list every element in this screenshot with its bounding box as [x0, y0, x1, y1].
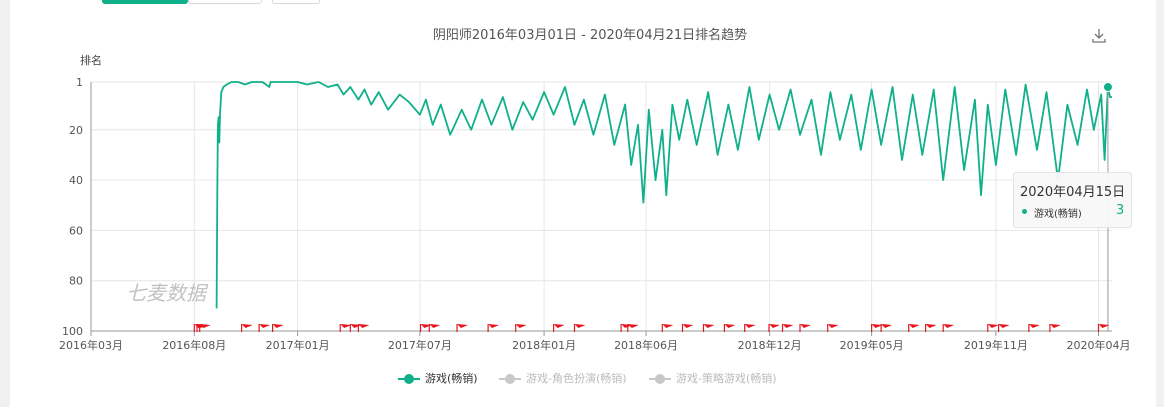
event-flag-icon: [1049, 324, 1061, 332]
event-flag-icon: [428, 324, 441, 332]
tab-button-active[interactable]: [102, 0, 188, 4]
event-flag-icon: [1097, 324, 1110, 332]
event-flag-icon: [357, 324, 370, 332]
event-flag-icon: [258, 324, 271, 332]
y-tick-label: 80: [69, 275, 83, 288]
event-flag-icon: [661, 324, 674, 332]
x-tick-label: 2018年12月: [738, 338, 802, 352]
watermark: 七麦数据: [126, 281, 209, 305]
y-tick-label: 60: [69, 224, 83, 237]
event-flag-icon: [880, 324, 893, 332]
event-flag-icon: [552, 324, 565, 332]
x-tick-label: 2016年03月: [59, 338, 123, 352]
legend-dot: [404, 374, 414, 384]
event-flag-icon: [681, 324, 694, 332]
event-flag-icon: [456, 324, 468, 332]
event-flag-icon: [702, 324, 715, 332]
event-flag-icon: [942, 324, 955, 332]
event-flag-icon: [997, 324, 1010, 332]
chart-title: 阴阳师2016年03月01日 - 2020年04月21日排名趋势: [432, 28, 748, 43]
y-axis-title: 排名: [80, 54, 102, 67]
event-flag-icon: [744, 324, 756, 332]
tooltip-series-dot: [1022, 209, 1027, 214]
tooltip-value: 3: [1116, 203, 1125, 218]
highlight-point: [1102, 82, 1113, 93]
download-icon[interactable]: [1091, 28, 1107, 48]
x-tick-label: 2019年11月: [964, 338, 1028, 352]
event-flag-icon: [272, 324, 284, 332]
event-flag-icon: [339, 324, 352, 332]
event-flag-icon: [827, 324, 839, 332]
event-flag-icon: [241, 324, 253, 332]
legend-dot: [505, 374, 515, 384]
legend-label: 游戏-角色扮演(畅销): [526, 372, 627, 385]
legend-label: 游戏-策略游戏(畅销): [676, 372, 777, 385]
x-tick-label: 2018年01月: [512, 338, 576, 352]
y-tick-label: 1: [76, 76, 83, 89]
tab-button[interactable]: [188, 0, 262, 4]
x-tick-label: 2016年08月: [162, 338, 226, 352]
event-flag-icon: [799, 324, 811, 332]
event-flag-icon: [908, 324, 920, 332]
event-flag-icon: [768, 324, 780, 332]
tooltip-series-name: 游戏(畅销): [1034, 209, 1082, 220]
event-flag-icon: [515, 324, 527, 332]
x-tick-label: 2019年05月: [840, 338, 904, 352]
y-tick-label: 20: [69, 124, 83, 137]
event-flag-icon: [924, 324, 937, 332]
chart-card: [10, 0, 1156, 407]
legend-dot: [655, 374, 665, 384]
x-tick-label: 2017年01月: [266, 338, 330, 352]
tooltip-date: 2020年04月15日: [1020, 185, 1126, 200]
event-flag-icon: [987, 324, 999, 332]
event-flag-icon: [1028, 324, 1040, 332]
event-flag-icon: [487, 324, 500, 332]
event-flag-icon: [723, 324, 736, 332]
event-flag-icon: [870, 324, 883, 332]
legend-label: 游戏(畅销): [425, 372, 478, 385]
tooltip: 2020年04月15日 游戏(畅销) 3: [1013, 172, 1132, 228]
x-tick-label: 2018年06月: [614, 338, 678, 352]
event-flag-icon: [199, 324, 211, 332]
event-flag-icon: [781, 324, 794, 332]
event-flag-icon: [573, 324, 586, 332]
series-line-0: [215, 81, 1112, 309]
x-tick-label: 2020年04月: [1066, 338, 1130, 352]
y-tick-label: 100: [62, 325, 83, 338]
x-tick-label: 2017年07月: [388, 338, 452, 352]
tab-button-small[interactable]: [272, 0, 320, 4]
y-tick-label: 40: [69, 174, 83, 187]
event-flag-icon: [627, 324, 639, 332]
